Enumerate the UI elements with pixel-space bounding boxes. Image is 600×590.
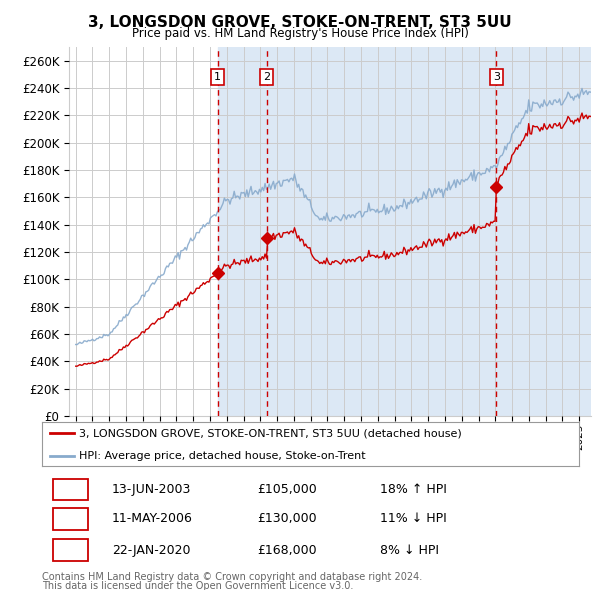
Bar [218, 47, 266, 416]
FancyBboxPatch shape [53, 479, 88, 500]
Text: 22-JAN-2020: 22-JAN-2020 [112, 543, 190, 556]
FancyBboxPatch shape [53, 539, 88, 560]
Text: 13-JUN-2003: 13-JUN-2003 [112, 483, 191, 496]
Text: 1: 1 [214, 72, 221, 82]
Bar [496, 47, 591, 416]
Text: 3: 3 [493, 72, 500, 82]
Text: 11% ↓ HPI: 11% ↓ HPI [380, 512, 447, 526]
Text: 3, LONGSDON GROVE, STOKE-ON-TRENT, ST3 5UU (detached house): 3, LONGSDON GROVE, STOKE-ON-TRENT, ST3 5… [79, 428, 461, 438]
Text: £105,000: £105,000 [257, 483, 317, 496]
FancyBboxPatch shape [53, 508, 88, 530]
Text: Price paid vs. HM Land Registry's House Price Index (HPI): Price paid vs. HM Land Registry's House … [131, 27, 469, 40]
Text: 2: 2 [263, 72, 270, 82]
Bar [266, 47, 496, 416]
Text: Contains HM Land Registry data © Crown copyright and database right 2024.: Contains HM Land Registry data © Crown c… [42, 572, 422, 582]
Text: HPI: Average price, detached house, Stoke-on-Trent: HPI: Average price, detached house, Stok… [79, 451, 365, 461]
Text: 18% ↑ HPI: 18% ↑ HPI [380, 483, 447, 496]
Text: 11-MAY-2006: 11-MAY-2006 [112, 512, 193, 526]
Text: 3: 3 [66, 543, 74, 556]
Text: This data is licensed under the Open Government Licence v3.0.: This data is licensed under the Open Gov… [42, 581, 353, 590]
Text: £168,000: £168,000 [257, 543, 316, 556]
Text: 1: 1 [66, 483, 74, 496]
Text: £130,000: £130,000 [257, 512, 316, 526]
Text: 8% ↓ HPI: 8% ↓ HPI [380, 543, 439, 556]
Text: 2: 2 [66, 512, 74, 526]
Text: 3, LONGSDON GROVE, STOKE-ON-TRENT, ST3 5UU: 3, LONGSDON GROVE, STOKE-ON-TRENT, ST3 5… [88, 15, 512, 30]
